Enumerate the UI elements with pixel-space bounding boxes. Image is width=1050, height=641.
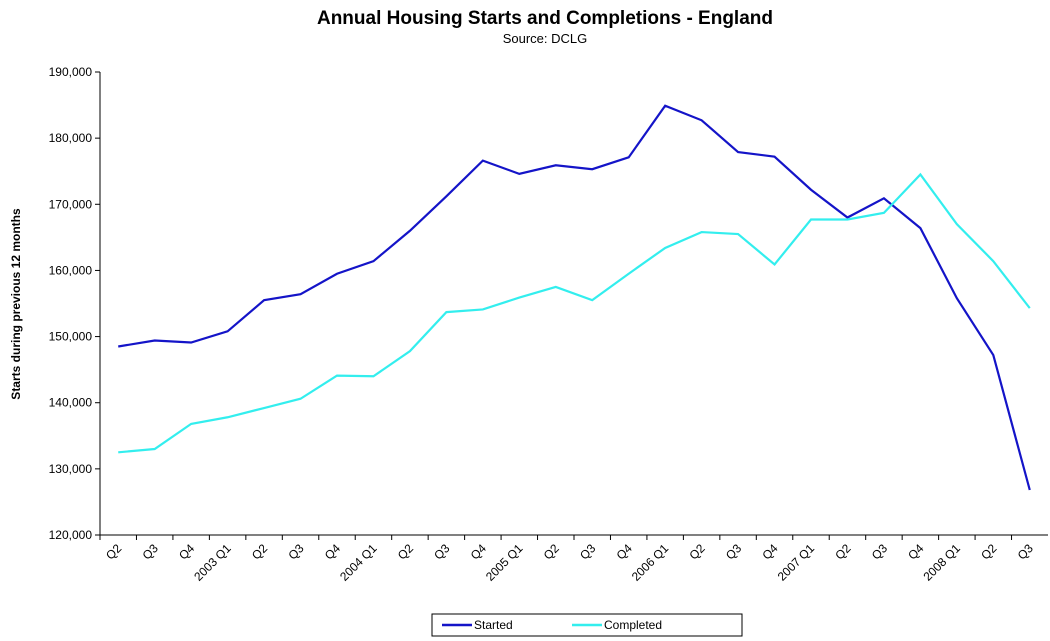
x-tick-label: Q2 [832,541,853,562]
x-tick-label: 2005 Q1 [483,541,526,584]
x-tick-label: Q4 [468,541,489,562]
x-tick-label: 2007 Q1 [775,541,818,584]
x-tick-label: Q2 [249,541,270,562]
x-tick-label: Q4 [905,541,926,562]
x-tick-label: Q4 [322,541,343,562]
y-tick-label: 150,000 [49,330,93,344]
y-tick-label: 160,000 [49,263,93,277]
line-series [118,172,1031,454]
x-tick-label: Q2 [395,541,416,562]
x-tick-label: Q2 [541,541,562,562]
y-tick-label: 180,000 [49,131,93,145]
x-tick-label: Q3 [577,541,598,562]
y-tick-label: 120,000 [49,528,93,542]
x-tick-label: 2003 Q1 [191,541,234,584]
x-tick-label: 2008 Q1 [921,541,964,584]
x-tick-label: Q2 [978,541,999,562]
y-axis-label: Starts during previous 12 months [9,208,23,400]
x-tick-label: Q2 [103,541,124,562]
x-tick-label: Q2 [687,541,708,562]
y-tick-label: 190,000 [49,65,93,79]
x-tick-label: 2006 Q1 [629,541,672,584]
x-tick-label: Q3 [869,541,890,562]
chart-title: Annual Housing Starts and Completions - … [317,8,773,29]
y-tick-label: 130,000 [49,462,93,476]
x-tick-label: 2004 Q1 [337,541,380,584]
y-tick-label: 140,000 [49,396,93,410]
x-tick-label: Q3 [723,541,744,562]
x-tick-label: Q3 [1015,541,1036,562]
line-series [118,104,1031,491]
x-tick-label: Q4 [759,541,780,562]
legend-label: Started [474,618,513,632]
x-tick-label: Q3 [140,541,161,562]
x-tick-label: Q3 [285,541,306,562]
legend-label: Completed [604,618,662,632]
x-tick-label: Q3 [431,541,452,562]
x-tick-label: Q4 [614,541,635,562]
y-tick-label: 170,000 [49,197,93,211]
chart-subtitle: Source: DCLG [503,31,588,46]
x-tick-label: Q4 [176,541,197,562]
